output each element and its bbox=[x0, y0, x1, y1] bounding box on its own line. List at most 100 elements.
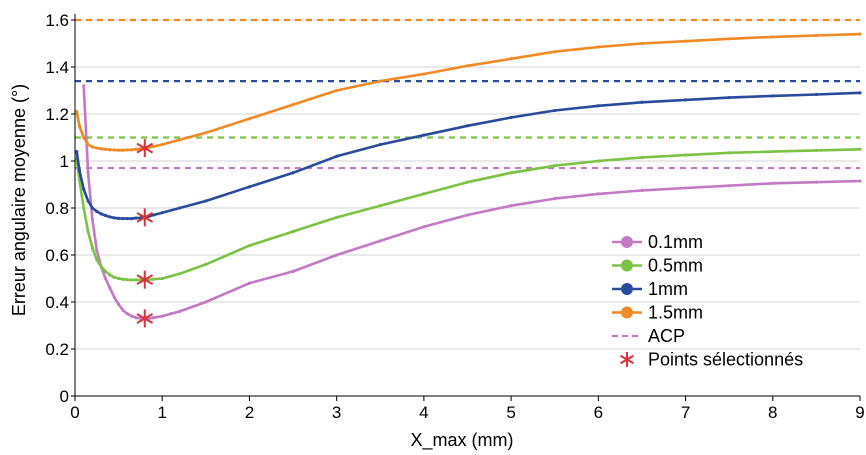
data-point bbox=[247, 117, 252, 121]
x-tick-label: 0 bbox=[70, 403, 79, 422]
data-point bbox=[814, 33, 818, 38]
data-point bbox=[82, 206, 86, 210]
data-point bbox=[247, 244, 252, 248]
selected-point bbox=[136, 208, 154, 227]
data-point bbox=[95, 248, 99, 252]
series-line bbox=[75, 91, 861, 220]
data-point bbox=[82, 135, 86, 140]
x-tick-label: 6 bbox=[594, 403, 603, 422]
series-group bbox=[75, 32, 862, 321]
y-tick-label: 1.2 bbox=[45, 105, 69, 124]
legend-item: Points sélectionnés bbox=[620, 350, 803, 370]
data-point bbox=[422, 225, 426, 229]
x-axis-label: X_max (mm) bbox=[411, 430, 514, 451]
data-point bbox=[814, 92, 818, 97]
data-point bbox=[178, 206, 182, 210]
x-tick-label: 2 bbox=[245, 403, 254, 422]
data-point bbox=[99, 265, 103, 269]
selected-points-group bbox=[136, 139, 154, 328]
data-point bbox=[130, 216, 134, 221]
data-point bbox=[151, 277, 156, 281]
acp-reference-lines bbox=[75, 18, 860, 170]
data-point bbox=[683, 39, 688, 43]
data-point bbox=[378, 142, 382, 147]
data-point bbox=[291, 229, 295, 234]
legend-label: 0.1mm bbox=[648, 232, 703, 252]
data-point bbox=[103, 276, 108, 281]
data-point bbox=[95, 146, 99, 150]
data-point bbox=[683, 98, 688, 102]
data-point bbox=[95, 258, 99, 262]
data-point bbox=[90, 246, 95, 250]
selected-point bbox=[136, 139, 154, 158]
data-point bbox=[138, 316, 143, 321]
data-point bbox=[77, 168, 81, 172]
data-point bbox=[378, 239, 382, 243]
data-point bbox=[814, 148, 818, 153]
star-stroke bbox=[620, 354, 634, 365]
data-point bbox=[178, 138, 182, 142]
data-point bbox=[160, 276, 164, 281]
legend-swatch-star bbox=[620, 352, 634, 367]
data-point bbox=[117, 302, 121, 306]
x-tick-label: 5 bbox=[506, 403, 515, 422]
data-point bbox=[151, 316, 156, 320]
data-point bbox=[99, 212, 103, 216]
data-point bbox=[204, 300, 208, 304]
y-axis-label: Erreur angulaire moyenne (°) bbox=[9, 84, 29, 316]
data-point bbox=[103, 147, 108, 151]
data-point bbox=[509, 115, 513, 120]
data-point bbox=[335, 253, 339, 257]
data-point bbox=[640, 155, 644, 160]
data-point bbox=[160, 211, 164, 215]
data-point bbox=[90, 145, 95, 149]
y-tick-label: 0 bbox=[60, 387, 69, 406]
data-point bbox=[640, 188, 644, 192]
data-point bbox=[75, 150, 79, 154]
star-stroke bbox=[136, 274, 154, 286]
data-point bbox=[108, 286, 112, 290]
data-point bbox=[125, 148, 129, 152]
data-point bbox=[291, 171, 295, 175]
data-point bbox=[178, 272, 182, 276]
data-point bbox=[82, 187, 86, 191]
legend-item: 0.1mm bbox=[612, 232, 703, 252]
data-point bbox=[465, 180, 470, 184]
data-point bbox=[814, 180, 818, 184]
x-tick-label: 8 bbox=[768, 403, 777, 422]
y-tick-label: 1.6 bbox=[45, 11, 69, 30]
legend: 0.1mm 0.5mm 1mm 1.5mm ACP Points sélectionnés bbox=[612, 232, 803, 370]
data-point bbox=[108, 148, 112, 152]
data-point bbox=[509, 204, 513, 208]
data-point bbox=[134, 216, 138, 220]
data-point bbox=[108, 273, 112, 277]
data-point bbox=[335, 215, 339, 219]
data-point bbox=[378, 204, 382, 208]
x-tick-label: 3 bbox=[332, 403, 341, 422]
data-point bbox=[335, 154, 339, 158]
legend-swatch-marker bbox=[621, 259, 633, 272]
legend-item: 1mm bbox=[612, 279, 688, 299]
star-stroke bbox=[136, 313, 154, 324]
data-point bbox=[509, 171, 513, 175]
data-point bbox=[204, 131, 208, 135]
data-point bbox=[112, 275, 116, 279]
data-point bbox=[509, 57, 513, 61]
data-point bbox=[771, 35, 775, 39]
y-tick-label: 0.6 bbox=[45, 246, 69, 265]
data-point bbox=[151, 144, 156, 149]
data-point bbox=[99, 147, 103, 151]
data-point bbox=[858, 91, 862, 95]
data-point bbox=[378, 79, 382, 83]
data-point bbox=[858, 147, 862, 151]
data-point bbox=[130, 148, 134, 152]
data-point bbox=[771, 150, 775, 154]
data-point bbox=[422, 72, 426, 76]
data-point bbox=[117, 216, 121, 220]
data-point bbox=[553, 50, 557, 54]
data-point bbox=[727, 184, 731, 188]
legend-label: Points sélectionnés bbox=[648, 350, 803, 370]
data-point bbox=[90, 206, 95, 210]
data-point bbox=[125, 278, 129, 282]
